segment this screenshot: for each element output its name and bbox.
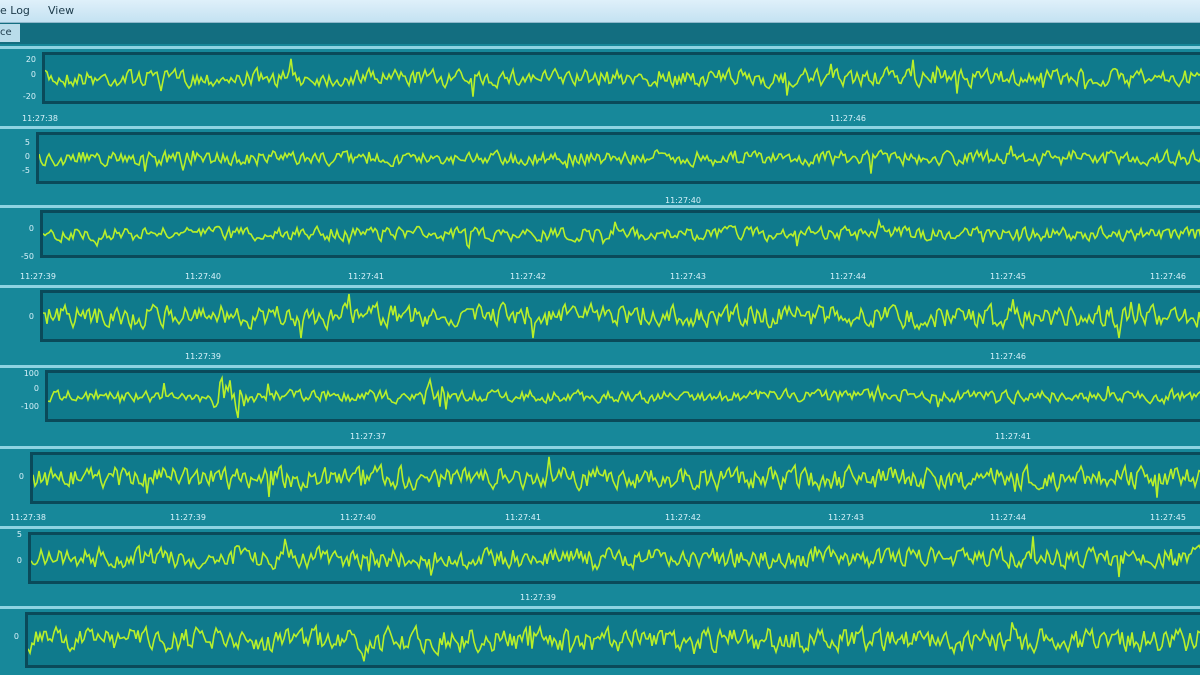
waveform-trace: [33, 456, 1200, 498]
menu-item-view[interactable]: View: [48, 4, 75, 17]
y-tick-label: 0: [30, 70, 36, 79]
waveform-trace: [28, 622, 1200, 662]
y-tick-label: 0: [18, 472, 24, 481]
time-label: 11:27:44: [990, 513, 1026, 522]
y-tick-label: 100: [23, 369, 39, 378]
y-tick-label: 20: [25, 55, 36, 64]
panel-separator: [0, 446, 1200, 449]
time-label: 11:27:40: [185, 272, 221, 281]
waveform-trace: [48, 375, 1200, 418]
waveform-plot[interactable]: [25, 612, 1200, 668]
toolbar-button[interactable]: ce: [0, 24, 20, 42]
time-label: 11:27:45: [990, 272, 1026, 281]
waveform-trace: [39, 145, 1200, 174]
time-label: 11:27:43: [828, 513, 864, 522]
y-tick-label: -5: [22, 166, 30, 175]
y-tick-label: -100: [20, 402, 39, 411]
time-label: 11:27:41: [995, 432, 1031, 441]
y-tick-label: 0: [28, 312, 34, 321]
waveform-trace: [43, 217, 1200, 250]
waveform-plot[interactable]: [40, 290, 1200, 342]
y-tick-label: 0: [13, 632, 19, 641]
time-label: 11:27:44: [830, 272, 866, 281]
toolbar: ce: [0, 23, 1200, 44]
time-label: 11:27:45: [1150, 513, 1186, 522]
waveform-plot[interactable]: [45, 370, 1200, 422]
time-label: 11:27:42: [665, 513, 701, 522]
time-label: 11:27:46: [1150, 272, 1186, 281]
y-tick-label: -20: [22, 92, 36, 101]
waveform-plot[interactable]: [42, 52, 1200, 104]
waveform-plot[interactable]: [40, 210, 1200, 258]
time-label: 11:27:46: [830, 114, 866, 123]
waveform-plot[interactable]: [30, 452, 1200, 504]
time-label: 11:27:41: [348, 272, 384, 281]
panel-separator: [0, 46, 1200, 49]
time-label: 11:27:39: [520, 593, 556, 602]
time-label: 11:27:41: [505, 513, 541, 522]
y-tick-label: 0: [16, 556, 22, 565]
time-label: 11:27:37: [350, 432, 386, 441]
time-label: 11:27:46: [990, 352, 1026, 361]
time-label: 11:27:40: [340, 513, 376, 522]
waveform-trace: [31, 536, 1200, 578]
time-label: 11:27:39: [185, 352, 221, 361]
waveform-plot[interactable]: [36, 132, 1200, 184]
time-label: 11:27:40: [665, 196, 701, 205]
y-tick-label: 0: [28, 224, 34, 233]
panel-separator: [0, 606, 1200, 609]
panel-separator: [0, 205, 1200, 208]
time-label: 11:27:39: [20, 272, 56, 281]
y-tick-label: -50: [20, 252, 34, 261]
panel-separator: [0, 285, 1200, 288]
y-tick-label: 5: [24, 138, 30, 147]
y-tick-label: 0: [24, 152, 30, 161]
time-label: 11:27:42: [510, 272, 546, 281]
y-tick-label: 0: [33, 384, 39, 393]
panel-separator: [0, 526, 1200, 529]
waveform-plot[interactable]: [28, 532, 1200, 584]
panel-separator: [0, 365, 1200, 368]
menu-bar: e Log View: [0, 0, 1200, 23]
y-tick-label: 5: [16, 530, 22, 539]
menu-item-log[interactable]: e Log: [0, 4, 30, 17]
waveform-trace: [43, 293, 1200, 339]
waveform-trace: [45, 58, 1200, 97]
panel-separator: [0, 126, 1200, 129]
time-label: 11:27:38: [10, 513, 46, 522]
time-label: 11:27:38: [22, 114, 58, 123]
time-label: 11:27:43: [670, 272, 706, 281]
time-label: 11:27:39: [170, 513, 206, 522]
